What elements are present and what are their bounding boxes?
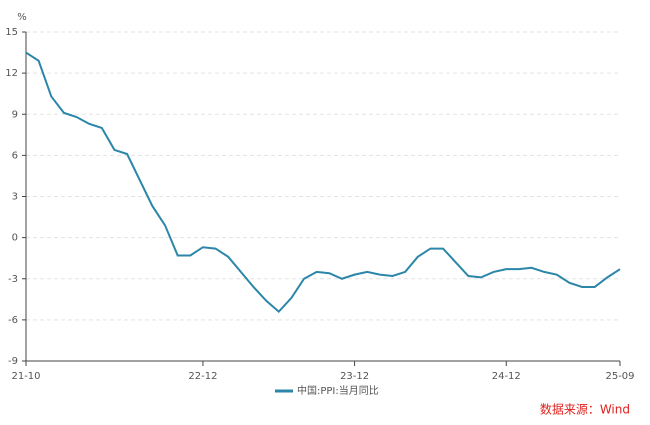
- y-tick-label: -9: [8, 356, 18, 367]
- y-tick-label: -3: [8, 274, 18, 285]
- x-tick-label: 25-09: [605, 371, 634, 382]
- y-unit: %: [17, 12, 27, 23]
- y-tick-label: 3: [12, 192, 18, 203]
- y-tick-label: 0: [12, 233, 18, 244]
- line: [25, 51, 621, 314]
- y-tick-label: 6: [12, 150, 18, 161]
- x-tick-label: 24-12: [492, 371, 521, 382]
- legend-label: 中国:PPI:当月同比: [297, 384, 379, 397]
- y-tick-label: 9: [12, 109, 18, 120]
- x-tick-label: 23-12: [340, 371, 369, 382]
- y-tick-label: -6: [8, 315, 18, 326]
- x-tick-label: 22-12: [188, 371, 217, 382]
- y-tick-label: 12: [5, 68, 18, 79]
- x-tick-label: 21-10: [11, 371, 40, 382]
- y-tick-label: 15: [5, 27, 18, 38]
- source: 数据来源：Wind: [540, 402, 630, 417]
